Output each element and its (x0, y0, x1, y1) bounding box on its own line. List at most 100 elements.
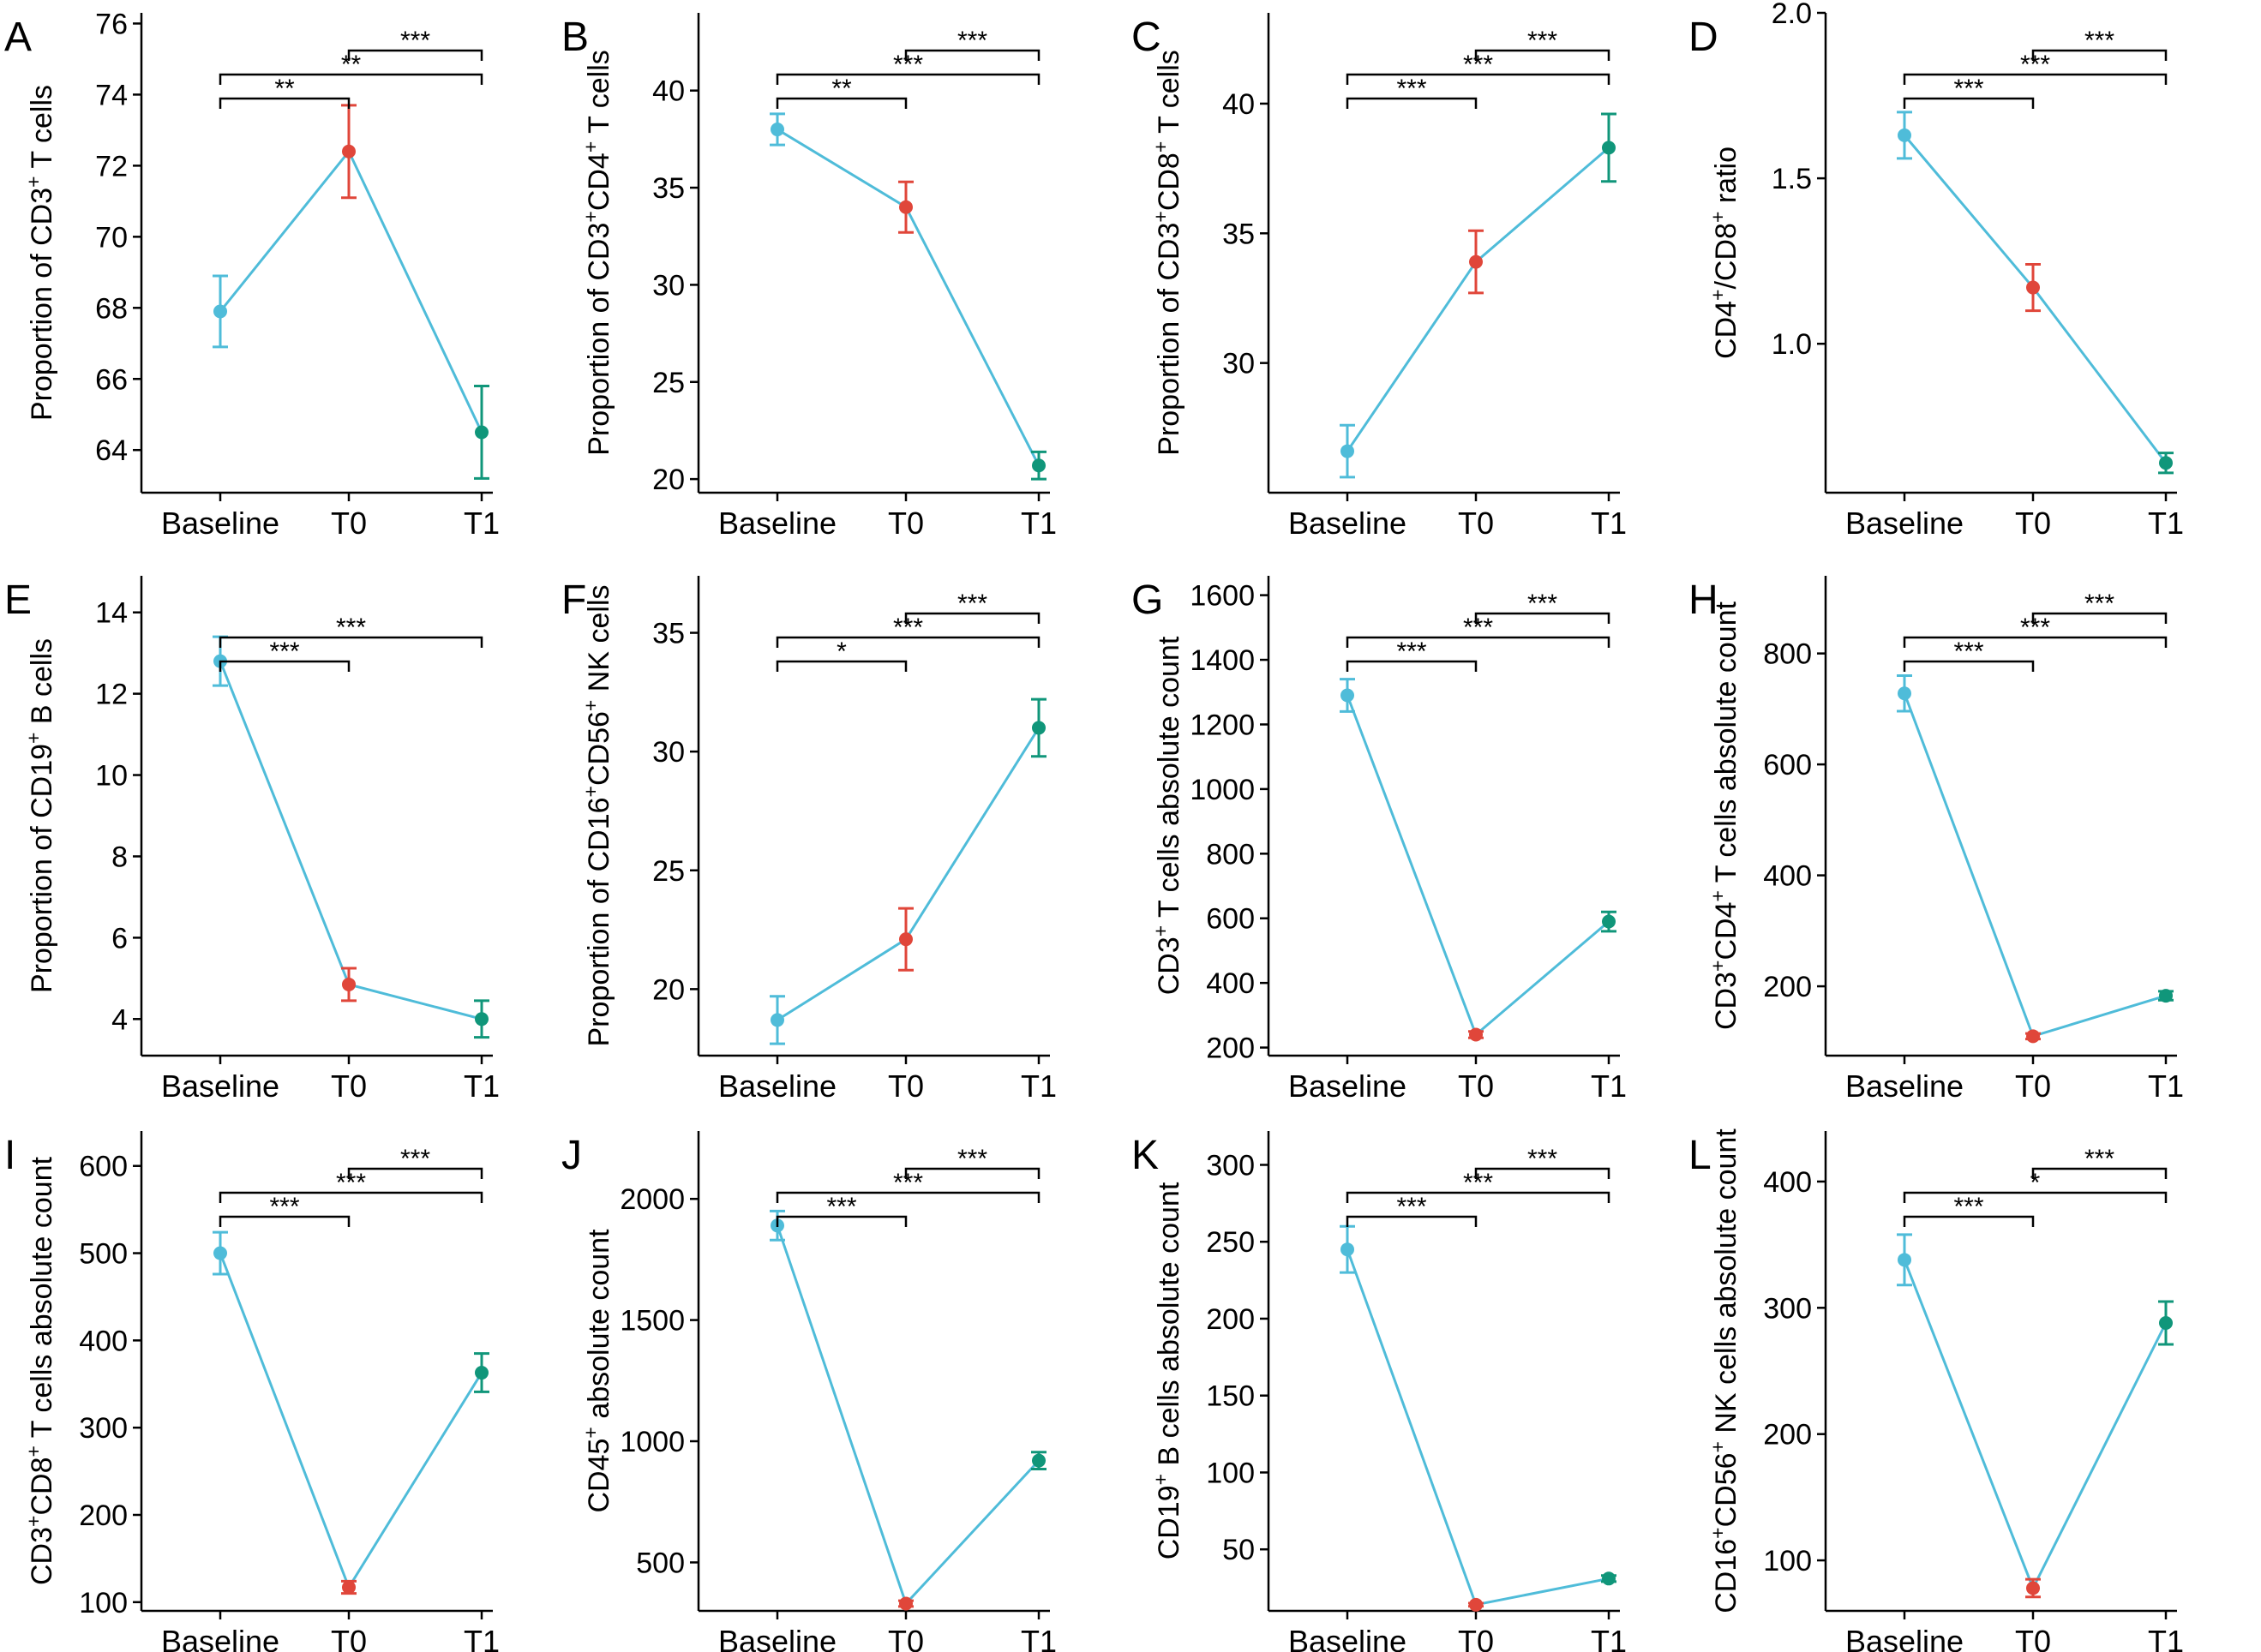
y-tick-label: 300 (1206, 1149, 1255, 1182)
y-axis-label-superscript: + (1706, 212, 1729, 223)
panel-g: G 200 400 600 800 1000 1200 1400 1600 Baseline T0 T… (1131, 576, 1627, 1104)
y-tick-label: 1000 (620, 1426, 685, 1458)
x-tick-label: T1 (2148, 506, 2184, 541)
significance-label: *** (1396, 637, 1426, 666)
y-axis-label-superscript: + (22, 1446, 45, 1457)
panel-letter: I (4, 1133, 15, 1178)
series-line (219, 148, 483, 434)
y-axis-label-part: CD4 (1710, 301, 1742, 359)
significance-bracket: *** (2031, 27, 2168, 61)
y-axis-label-superscript: + (1706, 961, 1729, 972)
series-line (1903, 134, 2168, 464)
significance-bracket: *** (219, 1193, 351, 1227)
x-tick-label: Baseline (1845, 506, 1964, 541)
x-tick-label: T0 (888, 1624, 924, 1652)
significance-label: *** (1953, 75, 1983, 103)
y-axis-label: CD3+ T cells absolute count (1149, 636, 1185, 995)
x-tick-label: Baseline (1845, 1624, 1964, 1652)
y-tick-label: 250 (1206, 1226, 1255, 1259)
data-point-baseline (1340, 1242, 1354, 1257)
y-tick-label: 76 (95, 8, 128, 40)
panel-letter: K (1131, 1133, 1159, 1178)
data-point-t1 (1602, 141, 1616, 155)
significance-bracket: * (776, 637, 908, 672)
significance-label: *** (1527, 27, 1557, 55)
significance-bracket: *** (1474, 1145, 1610, 1179)
x-tick-label: Baseline (718, 506, 837, 541)
y-axis-label-part: Proportion of CD3 (583, 223, 615, 456)
y-axis-label-superscript: + (22, 1516, 45, 1527)
series-line (1346, 694, 1610, 1038)
significance-bracket: ** (219, 75, 351, 109)
significance-bracket: *** (1903, 637, 2035, 672)
data-point-t0 (899, 1596, 913, 1611)
x-tick-label: T1 (1591, 506, 1627, 541)
significance-bracket: *** (2031, 590, 2168, 624)
y-tick-label: 1400 (1190, 644, 1255, 677)
y-tick-label: 66 (95, 363, 128, 396)
x-tick-label: T1 (2148, 1624, 2184, 1652)
y-axis-label-part: Proportion of CD3 (1153, 223, 1185, 456)
y-axis-label-superscript: + (1149, 211, 1172, 222)
y-tick-label: 100 (1763, 1545, 1812, 1577)
significance-label: *** (893, 51, 923, 79)
data-point-t1 (2159, 456, 2173, 470)
data-point-baseline (1898, 128, 1911, 142)
x-tick-label: Baseline (718, 1624, 837, 1652)
x-tick-label: Baseline (161, 506, 279, 541)
significance-bracket: ** (219, 51, 483, 85)
y-tick-label: 70 (95, 221, 128, 254)
y-axis-label-part: CD45 (583, 1439, 615, 1513)
x-tick-label: Baseline (161, 1068, 279, 1104)
y-axis-label-part: Proportion of CD19 (26, 744, 58, 993)
y-tick-label: 74 (95, 79, 128, 111)
y-tick-label: 400 (1763, 860, 1812, 893)
significance-bracket: *** (2031, 1145, 2168, 1179)
y-tick-label: 25 (652, 367, 685, 399)
data-point-baseline (771, 123, 784, 137)
data-point-t1 (2159, 1316, 2173, 1330)
data-point-baseline (213, 304, 227, 319)
y-axis-label-part: B cells absolute count (1153, 1182, 1185, 1474)
y-axis-label-superscript: + (579, 1427, 602, 1438)
significance-label: *** (1463, 1169, 1493, 1197)
y-axis-label-part: CD3 (26, 1527, 58, 1585)
significance-label: *** (1527, 590, 1557, 618)
data-point-t1 (475, 425, 489, 440)
y-tick-label: 68 (95, 292, 128, 325)
y-axis-label: Proportion of CD3+CD8+ T cells (1149, 50, 1185, 456)
significance-label: *** (336, 614, 366, 642)
y-tick-label: 40 (652, 75, 685, 108)
x-tick-label: T0 (888, 506, 924, 541)
y-tick-label: 200 (1206, 1303, 1255, 1336)
significance-bracket: *** (1346, 51, 1610, 85)
significance-label: *** (2084, 27, 2114, 55)
y-axis-label-part: NK cells absolute count (1710, 1128, 1742, 1441)
significance-label: *** (957, 1145, 987, 1173)
y-axis-label-part: T cells (26, 85, 58, 176)
y-tick-label: 200 (1763, 1419, 1812, 1451)
y-axis-label: CD3+CD4+ T cells absolute count (1706, 601, 1742, 1030)
data-point-t1 (475, 1366, 489, 1380)
panel-letter: E (4, 578, 32, 623)
x-tick-label: Baseline (1288, 506, 1406, 541)
significance-label: *** (336, 1169, 366, 1197)
panel-letter: G (1131, 578, 1163, 623)
series-line (776, 1224, 1041, 1607)
y-tick-label: 1500 (620, 1305, 685, 1338)
x-tick-label: T0 (331, 506, 367, 541)
y-tick-label: 25 (652, 855, 685, 888)
data-point-t1 (475, 1012, 489, 1027)
y-axis-label-superscript: + (579, 700, 602, 711)
y-axis-label: CD19+ B cells absolute count (1149, 1182, 1185, 1559)
significance-label: *** (400, 27, 430, 55)
data-point-baseline (213, 1246, 227, 1260)
significance-label: *** (1463, 51, 1493, 79)
data-point-t0 (1469, 1027, 1483, 1042)
significance-label: *** (957, 590, 987, 618)
y-axis-label: CD45+ absolute count (579, 1229, 615, 1513)
data-point-t0 (342, 977, 356, 991)
significance-bracket: *** (347, 27, 483, 61)
series-line (219, 661, 483, 1021)
data-point-t1 (1032, 1453, 1046, 1468)
